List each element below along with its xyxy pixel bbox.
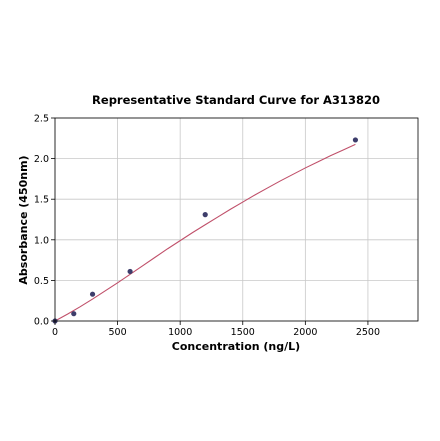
x-tick-label: 1000 (168, 327, 192, 338)
y-tick-label: 1.5 (34, 195, 49, 206)
chart-title: Representative Standard Curve for A31382… (92, 93, 380, 107)
fitted-curve (54, 143, 356, 322)
x-tick-label: 2500 (356, 327, 380, 338)
x-tick-label: 1500 (231, 327, 255, 338)
data-point (127, 268, 133, 275)
y-tick-label: 2.0 (34, 154, 49, 165)
y-tick-label: 2.5 (34, 114, 49, 125)
data-point (71, 311, 77, 317)
y-axis-label: Absorbance (450nm) (17, 155, 30, 284)
x-axis-label: Concentration (ng/L) (172, 340, 300, 353)
y-tick-label: 1.0 (34, 235, 49, 246)
y-tick-label: 0.5 (34, 276, 49, 287)
x-tick-label: 2000 (293, 327, 317, 338)
data-point (352, 137, 359, 143)
data-point (202, 212, 208, 218)
data-point (89, 291, 96, 297)
axis-ticks: 0 500 1000 1500 2000 2500 0.0 0.5 1.0 1.5 2.0 2.5 (34, 114, 380, 339)
plot-area-frame (54, 117, 419, 322)
grid-lines (54, 117, 418, 322)
x-tick-label: 500 (109, 327, 127, 338)
fit-curve-line (54, 143, 356, 322)
y-tick-label: 0.0 (34, 317, 49, 328)
x-tick-label: 0 (52, 327, 58, 338)
data-points (52, 137, 359, 324)
